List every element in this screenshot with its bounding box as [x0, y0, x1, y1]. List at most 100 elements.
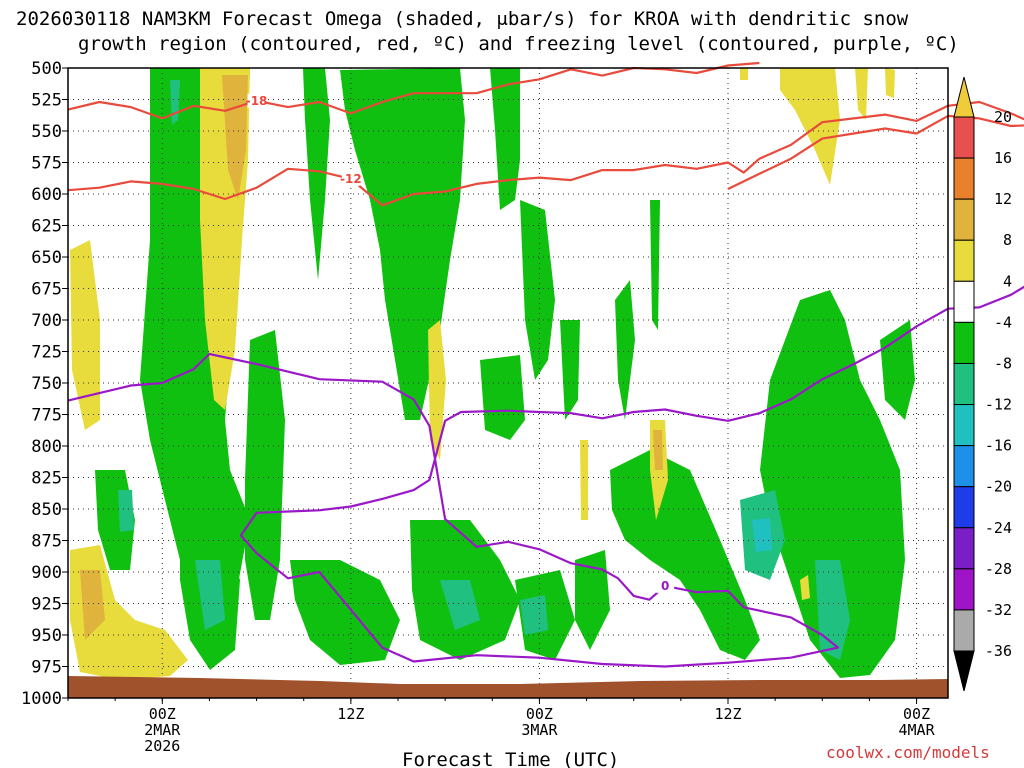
y-tick-label: 925	[31, 595, 62, 615]
y-tick-label: 850	[31, 500, 62, 520]
colorbar-band	[953, 609, 975, 652]
colorbar-label: 12	[994, 190, 1012, 208]
colorbar-band	[953, 362, 975, 406]
omega-region	[780, 68, 840, 185]
colorbar-label: -24	[985, 519, 1012, 537]
colorbar-label: -36	[985, 642, 1012, 660]
y-tick-label: 825	[31, 469, 62, 489]
omega-region	[118, 490, 134, 532]
x-tick-sublabel: 4MAR	[899, 721, 936, 739]
omega-region	[560, 320, 580, 420]
omega-region	[195, 560, 225, 630]
omega-region	[520, 595, 548, 635]
colorbar-band	[953, 280, 975, 323]
y-tick-label: 600	[31, 185, 62, 205]
y-tick-label: 550	[31, 122, 62, 142]
omega-region	[580, 440, 588, 520]
omega-region	[70, 240, 100, 430]
colorbar-band	[953, 116, 975, 159]
omega-region	[520, 200, 555, 380]
omega-region	[428, 320, 446, 460]
omega-region	[615, 280, 635, 420]
colorbar-band	[953, 321, 975, 364]
omega-region	[653, 430, 663, 470]
omega-region	[290, 560, 400, 665]
colorbar-label: 16	[994, 149, 1012, 167]
y-tick-label: 500	[31, 59, 62, 79]
colorbar-band	[953, 445, 975, 488]
colorbar-band	[953, 568, 975, 611]
contour-label-bg	[341, 171, 360, 186]
omega-region	[752, 518, 772, 552]
contour-label: 0	[661, 579, 669, 593]
contours: -18 -12 0	[67, 61, 1024, 668]
y-tick-label: 900	[31, 563, 62, 583]
colorbar-label: 20	[994, 108, 1012, 126]
y-tick-label: 625	[31, 217, 62, 237]
credit-text: coolwx.com/models	[826, 743, 990, 762]
omega-shading	[70, 68, 915, 680]
omega-region	[855, 68, 868, 120]
contour-label: -18	[246, 94, 268, 108]
grid	[68, 68, 948, 698]
colorbar-band	[953, 486, 975, 529]
colorbar-band	[953, 527, 975, 570]
y-tick-label: 675	[31, 280, 62, 300]
colorbar-label: 8	[1003, 231, 1012, 249]
omega-region	[490, 68, 520, 210]
colorbar-band	[953, 157, 975, 200]
ground-terrain	[68, 676, 948, 698]
x-tick-sublabel: 3MAR	[521, 721, 558, 739]
chart-title-line2: growth region (contoured, red, ºC) and f…	[78, 33, 959, 55]
x-tick-label: 12Z	[714, 705, 741, 723]
x-tick-sublabel: 2026	[144, 737, 180, 755]
y-tick-label: 1000	[21, 689, 62, 709]
x-tick-label: 12Z	[337, 705, 364, 723]
colorbar-label: -4	[994, 313, 1012, 331]
colorbar-label: -20	[985, 478, 1012, 496]
colorbar-label: 4	[1003, 272, 1012, 290]
omega-region	[760, 290, 905, 678]
x-tick-sublabel: 2MAR	[144, 721, 181, 739]
colorbar-label: -12	[985, 396, 1012, 414]
colorbar-label: -8	[994, 354, 1012, 372]
colorbar-band	[953, 239, 975, 282]
y-tick-label: 725	[31, 343, 62, 363]
y-tick-label: 975	[31, 658, 62, 678]
omega-region	[650, 200, 660, 330]
x-axis-label: Forecast Time (UTC)	[402, 749, 619, 768]
colorbar: 20 16 12 8 4 -4 -8 -12 -16 -20 -24 -28 -32 -36	[953, 76, 1012, 692]
chart-title-line1: 2026030118 NAM3KM Forecast Omega (shaded…	[16, 8, 909, 30]
omega-region	[610, 450, 760, 660]
contour-line	[67, 285, 1024, 668]
y-tick-label: 950	[31, 626, 62, 646]
contour-line	[67, 100, 1024, 207]
y-tick-label: 800	[31, 437, 62, 457]
y-tick-label: 575	[31, 154, 62, 174]
contour-label: -12	[340, 172, 362, 186]
contour-label-bg	[247, 93, 266, 108]
omega-region	[80, 570, 105, 640]
contour-label-bg	[656, 578, 675, 593]
colorbar-label: -16	[985, 437, 1012, 455]
colorbar-label: -32	[985, 601, 1012, 619]
x-tick-label: 00Z	[903, 705, 930, 723]
omega-region	[740, 68, 748, 80]
colorbar-cap-top	[953, 76, 975, 118]
omega-region	[440, 580, 480, 630]
omega-region	[800, 575, 810, 600]
contour-line	[727, 114, 1024, 190]
y-tick-label: 650	[31, 248, 62, 268]
omega-region	[245, 330, 285, 620]
y-tick-label: 775	[31, 406, 62, 426]
y-tick-label: 700	[31, 311, 62, 331]
y-tick-label: 525	[31, 91, 62, 111]
omega-region	[575, 550, 610, 650]
plot-frame	[67, 67, 949, 699]
colorbar-band	[953, 404, 975, 447]
colorbar-label: -28	[985, 560, 1012, 578]
x-tick-label: 00Z	[526, 705, 553, 723]
y-tick-label: 750	[31, 374, 62, 394]
